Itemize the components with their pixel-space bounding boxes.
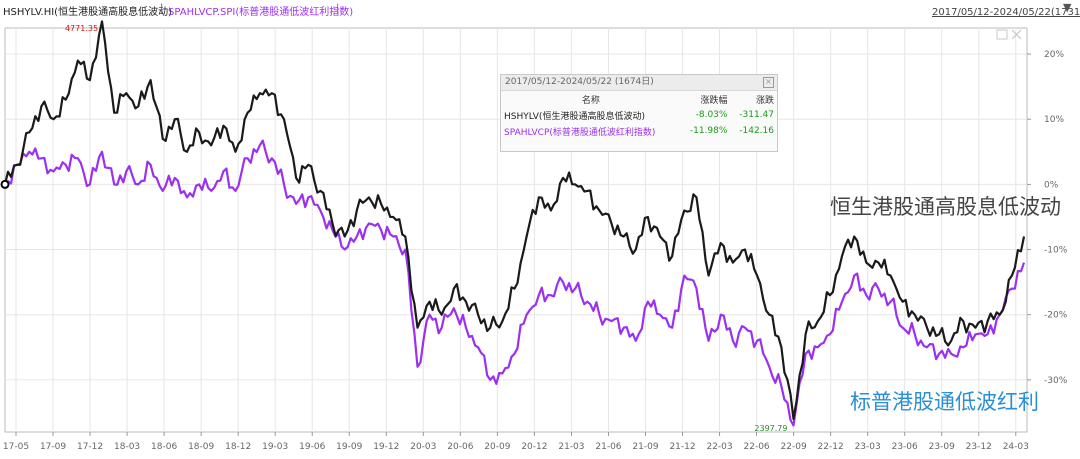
x-tick-label: 22-09 xyxy=(781,442,807,452)
title-separator-2: | xyxy=(336,3,340,14)
x-tick-label: 23-06 xyxy=(892,442,918,452)
legend-row-series2[interactable]: SPAHLVCP(标普港股通低波红利指数) -11.98% -142.16 xyxy=(501,123,777,139)
legend-row-name: HSHYLV(恒生港股通高股息低波动) xyxy=(504,111,645,122)
legend-row-pct: -11.98% xyxy=(689,126,728,136)
x-tick-label: 22-06 xyxy=(744,442,770,452)
series1-annotation: 恒生港股通高股息低波动 xyxy=(830,195,1061,219)
x-tick-label: 23-09 xyxy=(929,442,955,452)
y-tick-label: 10% xyxy=(1044,115,1064,125)
x-tick-label: 23-03 xyxy=(855,442,881,452)
close-icon[interactable]: × xyxy=(763,77,774,88)
max-value-label: 4771.35 xyxy=(65,24,98,33)
start-point-marker xyxy=(0,179,10,189)
col-pct: 涨跌幅 xyxy=(700,95,728,106)
legend-title: 2017/05/12-2024/05/22 (1674日) xyxy=(505,77,654,87)
x-tick-label: 23-12 xyxy=(966,442,992,452)
series1-title[interactable]: HSHYLV.HI(恒生港股通高股息低波动) xyxy=(3,7,172,18)
x-tick-label: 19-06 xyxy=(299,442,325,452)
x-tick-label: 18-12 xyxy=(225,442,251,452)
x-tick-label: 19-12 xyxy=(373,442,399,452)
col-name: 名称 xyxy=(581,95,600,106)
x-tick-label: 18-06 xyxy=(151,442,177,452)
legend-row-chg: -311.47 xyxy=(739,110,774,120)
y-tick-label: 20% xyxy=(1044,50,1064,60)
x-tick-label: 20-09 xyxy=(484,442,510,452)
x-tick-label: 17-05 xyxy=(3,442,29,452)
x-tick-label: 22-03 xyxy=(706,442,732,452)
legend-row-pct: -8.03% xyxy=(695,110,728,120)
legend-box: 2017/05/12-2024/05/22 (1674日) × 名称 涨跌幅 涨… xyxy=(500,74,778,152)
x-tick-label: 21-06 xyxy=(595,442,621,452)
title-separator: | xyxy=(160,3,164,14)
legend-row-name: SPAHLVCP(标普港股通低波红利指数) xyxy=(504,127,656,138)
series2-line xyxy=(4,139,1026,427)
x-tick-label: 19-03 xyxy=(262,442,288,452)
x-tick-label: 19-09 xyxy=(336,442,362,452)
x-tick-label: 20-03 xyxy=(410,442,436,452)
y-tick-label: -30% xyxy=(1044,376,1068,386)
x-tick-label: 18-09 xyxy=(188,442,214,452)
legend-table: 名称 涨跌幅 涨跌 HSHYLV(恒生港股通高股息低波动) -8.03% -31… xyxy=(501,91,777,139)
triangle-down-icon[interactable]: ▼ xyxy=(1063,1,1072,14)
x-tick-label: 24-03 xyxy=(1003,442,1029,452)
close-chart-icon xyxy=(1011,29,1022,40)
y-tick-label: -10% xyxy=(1044,246,1068,256)
series2-annotation: 标普港股通低波红利 xyxy=(850,390,1039,414)
date-range-link[interactable]: 2017/05/12-2024/05/22(1731日) xyxy=(932,7,1080,18)
maximize-icon xyxy=(996,29,1008,40)
legend-row-chg: -142.16 xyxy=(739,126,774,136)
x-tick-label: 21-12 xyxy=(669,442,695,452)
legend-row-series1[interactable]: HSHYLV(恒生港股通高股息低波动) -8.03% -311.47 xyxy=(501,107,777,123)
x-tick-label: 21-03 xyxy=(558,442,584,452)
x-tick-label: 21-09 xyxy=(632,442,658,452)
y-tick-label: 0% xyxy=(1044,180,1059,190)
title-bar: HSHYLV.HI(恒生港股通高股息低波动) | SPAHLVCP.SPI(标普… xyxy=(0,0,1080,20)
x-tick-label: 20-06 xyxy=(447,442,473,452)
series1-line xyxy=(3,20,1026,421)
col-chg: 涨跌 xyxy=(755,95,774,106)
x-tick-label: 20-12 xyxy=(521,442,547,452)
series2-title[interactable]: SPAHLVCP.SPI(标普港股通低波红利指数) xyxy=(168,7,354,18)
x-tick-label: 18-03 xyxy=(114,442,140,452)
x-tick-label: 17-12 xyxy=(77,442,103,452)
y-tick-label: -20% xyxy=(1044,311,1068,321)
legend-header-row: 名称 涨跌幅 涨跌 xyxy=(501,91,777,107)
x-tick-label: 22-12 xyxy=(818,442,844,452)
legend-title-bar: 2017/05/12-2024/05/22 (1674日) × xyxy=(501,75,777,91)
min-value-label: 2397.79 xyxy=(754,424,787,433)
x-tick-label: 17-09 xyxy=(40,442,66,452)
